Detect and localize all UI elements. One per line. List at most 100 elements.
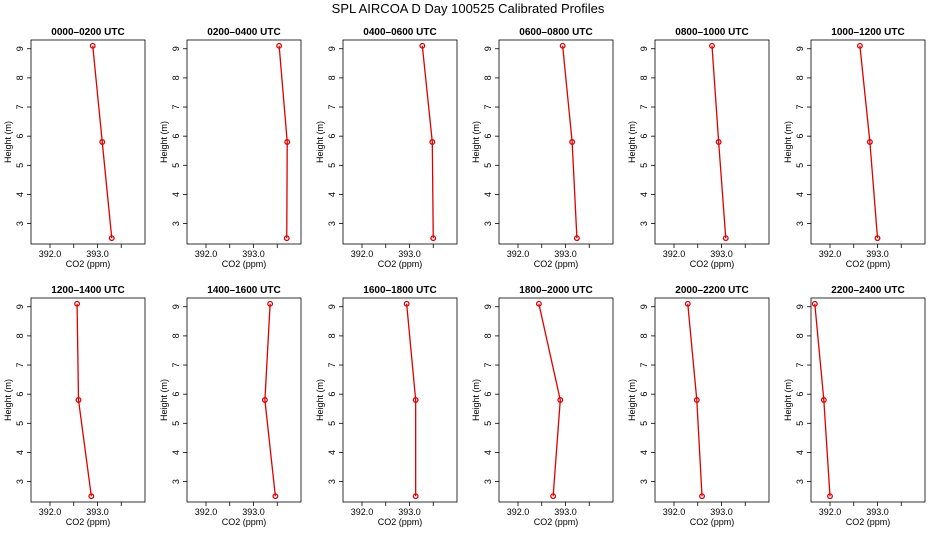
data-point (557, 397, 564, 403)
y-tick-label: 7 (327, 363, 337, 368)
data-point (99, 139, 106, 145)
x-tick-label: 393.0 (242, 249, 265, 259)
data-point (74, 300, 81, 307)
y-tick-label: 8 (15, 75, 25, 80)
y-tick-label: 6 (15, 134, 25, 139)
y-tick-label: 3 (483, 479, 493, 484)
data-point (276, 42, 283, 49)
y-tick-label: 3 (639, 221, 649, 226)
y-tick-label: 7 (483, 363, 493, 368)
y-tick-label: 9 (171, 46, 181, 51)
y-tick-label: 4 (483, 450, 493, 455)
panel-4: 0600–0800 UTC 392.0 393.0 3 4 5 6 7 8 9 CO2 (ppm) H… (471, 27, 614, 269)
y-tick-label: 8 (795, 333, 805, 338)
y-tick-label: 7 (327, 105, 337, 110)
y-axis-label: Height (m) (627, 379, 637, 421)
y-tick-label: 5 (327, 421, 337, 426)
x-axis-label: CO2 (ppm) (222, 517, 267, 527)
profile-line (76, 303, 92, 497)
x-axis-label: CO2 (ppm) (66, 259, 111, 269)
data-point (88, 493, 95, 500)
data-point (430, 235, 437, 242)
data-point (559, 42, 566, 49)
x-tick-label: 392.0 (507, 249, 530, 259)
x-tick-label: 393.0 (554, 507, 577, 517)
panel-title: 1600–1800 UTC (363, 285, 436, 296)
plot-frame (342, 39, 458, 245)
y-tick-label: 3 (483, 221, 493, 226)
x-tick-label: 392.0 (819, 249, 842, 259)
data-point (108, 235, 115, 242)
y-tick-label: 3 (171, 221, 181, 226)
x-tick-label: 392.0 (663, 507, 686, 517)
y-tick-label: 3 (795, 221, 805, 226)
panel-11: 2000–2200 UTC 392.0 393.0 3 4 5 6 7 8 9 CO2 (ppm) H… (627, 285, 770, 527)
panel-grid: 0000–0200 UTC 392.0 393.0 3 4 5 6 7 8 9 CO2 (ppm) H… (3, 27, 926, 527)
x-tick-label: 393.0 (710, 507, 733, 517)
y-tick-label: 7 (795, 105, 805, 110)
y-tick-label: 7 (15, 363, 25, 368)
y-tick-label: 9 (795, 46, 805, 51)
plot-frame (654, 297, 770, 503)
x-tick-label: 392.0 (195, 507, 218, 517)
y-tick-label: 5 (327, 163, 337, 168)
panel-title: 1400–1600 UTC (207, 285, 280, 296)
y-tick-label: 5 (171, 421, 181, 426)
y-axis-label: Height (m) (471, 379, 481, 421)
y-tick-label: 4 (795, 192, 805, 197)
y-tick-label: 7 (171, 105, 181, 110)
y-tick-label: 5 (483, 163, 493, 168)
y-tick-label: 9 (327, 304, 337, 309)
y-tick-label: 9 (795, 304, 805, 309)
y-tick-label: 4 (15, 450, 25, 455)
y-tick-label: 4 (15, 192, 25, 197)
panel-10: 1800–2000 UTC 392.0 393.0 3 4 5 6 7 8 9 CO2 (ppm) H… (471, 285, 614, 527)
x-tick-label: 392.0 (351, 507, 374, 517)
y-tick-label: 5 (795, 421, 805, 426)
figure-title: SPL AIRCOA D Day 100525 Calibrated Profi… (332, 1, 605, 16)
panel-title: 0400–0600 UTC (363, 27, 436, 38)
y-tick-label: 5 (483, 421, 493, 426)
y-tick-label: 5 (15, 421, 25, 426)
x-axis-label: CO2 (ppm) (846, 517, 891, 527)
profile-line (814, 303, 831, 497)
y-tick-label: 6 (171, 392, 181, 397)
y-axis-label: Height (m) (315, 379, 325, 421)
y-tick-label: 7 (795, 363, 805, 368)
y-tick-label: 4 (795, 450, 805, 455)
panel-title: 0600–0800 UTC (519, 27, 592, 38)
y-tick-label: 4 (171, 450, 181, 455)
y-tick-label: 7 (171, 363, 181, 368)
y-tick-label: 6 (639, 134, 649, 139)
y-tick-label: 9 (483, 304, 493, 309)
y-tick-label: 3 (15, 479, 25, 484)
profile-line (278, 45, 288, 239)
data-point (419, 42, 426, 49)
profile-line (538, 303, 561, 497)
plot-frame (186, 297, 302, 503)
y-tick-label: 9 (171, 304, 181, 309)
profile-line (687, 303, 703, 497)
y-tick-label: 6 (171, 134, 181, 139)
y-axis-label: Height (m) (783, 121, 793, 163)
y-tick-label: 5 (15, 163, 25, 168)
profile-line (562, 45, 578, 239)
y-tick-label: 3 (639, 479, 649, 484)
plot-frame (498, 297, 614, 503)
panel-title: 0000–0200 UTC (51, 27, 124, 38)
profile-line (264, 303, 276, 497)
y-tick-label: 6 (483, 134, 493, 139)
y-tick-label: 7 (639, 105, 649, 110)
data-point (75, 397, 82, 403)
panel-title: 1800–2000 UTC (519, 285, 592, 296)
y-tick-label: 4 (639, 192, 649, 197)
y-axis-label: Height (m) (3, 121, 13, 163)
x-axis-label: CO2 (ppm) (534, 517, 579, 527)
data-point (820, 397, 827, 403)
data-point (412, 397, 419, 403)
y-tick-label: 5 (639, 421, 649, 426)
x-axis-label: CO2 (ppm) (222, 259, 267, 269)
panel-1: 0000–0200 UTC 392.0 393.0 3 4 5 6 7 8 9 CO2 (ppm) H… (3, 27, 146, 269)
panel-title: 0200–0400 UTC (207, 27, 280, 38)
panel-title: 0800–1000 UTC (675, 27, 748, 38)
